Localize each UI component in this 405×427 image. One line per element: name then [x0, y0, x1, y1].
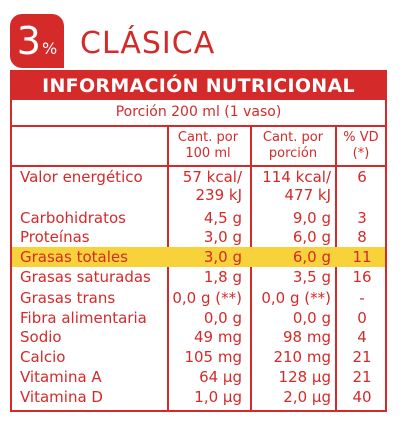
value-vd: 3: [357, 209, 367, 227]
value-per100: 0,0 g: [203, 309, 242, 327]
column-divider: [335, 127, 337, 410]
table-row-highlighted: Grasas totales 3,0 g 6,0 g 11: [12, 247, 385, 267]
col-vd-header: % VD (*): [337, 130, 385, 162]
value-portion-kj: 477 kJ: [284, 186, 331, 204]
value-portion: 210 mg: [273, 348, 331, 366]
column-divider: [167, 127, 169, 410]
table-row: Sodio 49 mg 98 mg 4: [12, 327, 385, 347]
value-portion: 2,0 µg: [283, 388, 331, 406]
value-portion: 6,0 g: [292, 248, 331, 266]
table-row: Vitamina D 1,0 µg 2,0 µg 40: [12, 387, 385, 407]
value-vd: 0: [357, 309, 367, 327]
value-vd: 6: [357, 168, 367, 186]
value-per100-kj: 239 kJ: [195, 186, 242, 204]
badge-number: 3: [16, 19, 41, 63]
col-per100-line2: 100 ml: [185, 146, 231, 161]
value-vd: -: [359, 289, 365, 307]
table-row: Carbohidratos 4,5 g 9,0 g 3: [12, 208, 385, 228]
nutrient-name: Fibra alimentaria: [20, 309, 147, 327]
nutrient-name: Vitamina A: [20, 368, 102, 386]
nutrient-name: Carbohidratos: [20, 209, 126, 227]
value-vd: 11: [352, 248, 372, 266]
value-per100: 1,8 g: [203, 268, 242, 286]
nutrient-name: Vitamina D: [20, 388, 103, 406]
col-per100-header: Cant. por 100 ml: [170, 130, 246, 162]
value-per100: 64 µg: [199, 368, 242, 386]
value-vd: 21: [352, 348, 372, 366]
col-per100-line1: Cant. por: [177, 130, 239, 145]
value-portion: 98 mg: [283, 328, 331, 346]
table-row: Grasas saturadas 1,8 g 3,5 g 16: [12, 267, 385, 287]
table-row: Vitamina A 64 µg 128 µg 21: [12, 367, 385, 387]
value-portion: 128 µg: [278, 368, 331, 386]
value-per100: 4,5 g: [203, 209, 242, 227]
value-per100: 57 kcal/: [182, 168, 242, 186]
col-portion-header: Cant. por porción: [252, 130, 334, 162]
value-portion: 0,0 g (**): [261, 289, 331, 307]
nutrient-name: Calcio: [20, 348, 66, 366]
value-vd: 21: [352, 368, 372, 386]
value-per100: 0,0 g (**): [172, 289, 242, 307]
col-vd-line1: % VD: [343, 130, 379, 145]
value-per100: 49 mg: [194, 328, 242, 346]
value-portion: 0,0 g: [292, 309, 331, 327]
table-title: INFORMACIÓN NUTRICIONAL: [12, 72, 385, 100]
column-divider: [250, 127, 252, 410]
value-per100: 3,0 g: [203, 228, 242, 246]
product-name: CLÁSICA: [80, 26, 216, 61]
fat-percentage-badge: 3 %: [10, 14, 64, 68]
value-portion: 3,5 g: [292, 268, 331, 286]
nutrient-name: Valor energético: [20, 168, 143, 186]
col-portion-line1: Cant. por: [262, 130, 324, 145]
badge-percent: %: [41, 39, 58, 58]
table-row: Fibra alimentaria 0,0 g 0,0 g 0: [12, 308, 385, 328]
value-per100: 3,0 g: [203, 248, 242, 266]
value-vd: 40: [352, 388, 372, 406]
value-vd: 8: [357, 228, 367, 246]
nutrient-name: Grasas totales: [20, 248, 128, 266]
portion-size: Porción 200 ml (1 vaso): [12, 100, 385, 127]
col-portion-line2: porción: [268, 146, 318, 161]
nutrient-name: Proteínas: [20, 228, 90, 246]
nutrient-name: Grasas trans: [20, 289, 116, 307]
nutrient-name: Sodio: [20, 328, 62, 346]
value-vd: 16: [352, 268, 372, 286]
col-vd-line2: (*): [352, 146, 370, 161]
nutrient-name: Grasas saturadas: [20, 268, 151, 286]
table-row: Calcio 105 mg 210 mg 21: [12, 347, 385, 367]
value-per100: 105 mg: [184, 348, 242, 366]
value-portion: 6,0 g: [292, 228, 331, 246]
value-per100: 1,0 µg: [194, 388, 242, 406]
table-row: Valor energético 57 kcal/ 114 kcal/ 6: [12, 167, 385, 187]
value-portion: 9,0 g: [292, 209, 331, 227]
value-vd: 4: [357, 328, 367, 346]
table-row: Grasas trans 0,0 g (**) 0,0 g (**) -: [12, 288, 385, 308]
value-portion: 114 kcal/: [262, 168, 331, 186]
table-row: Proteínas 3,0 g 6,0 g 8: [12, 227, 385, 247]
column-headers: Cant. por 100 ml Cant. por porción % VD …: [12, 127, 385, 167]
nutrition-table: INFORMACIÓN NUTRICIONAL Porción 200 ml (…: [10, 70, 387, 412]
table-row-continuation: 239 kJ 477 kJ: [12, 185, 385, 205]
